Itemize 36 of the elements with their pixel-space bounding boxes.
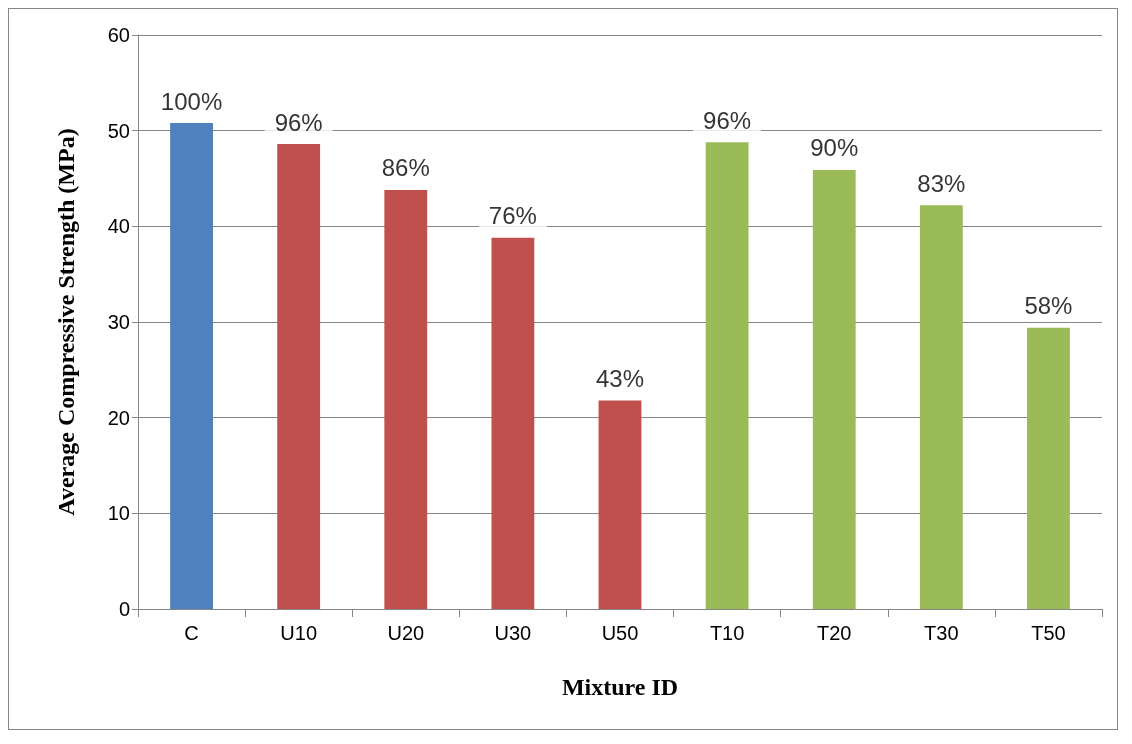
annotation: 43% [595,364,645,392]
x-tick-label: T20 [816,622,852,644]
bar [1027,327,1070,609]
bar [170,123,213,609]
bar [277,144,321,609]
y-tick-label: 40 [107,215,130,238]
x-tick-label: U10 [280,622,318,644]
y-tick-label: 0 [118,598,130,620]
bar [705,142,749,609]
y-tick-label: 20 [107,406,130,429]
x-tick-label: T50 [1031,622,1066,644]
x-axis-title: Mixture ID [561,674,679,700]
x-tick-label: U50 [601,622,639,644]
bar [812,169,856,609]
y-tick-label: 60 [107,24,130,46]
annotation: 83% [917,169,966,197]
y-axis-title: Average Compressive Strength (MPa) [53,128,79,516]
y-tick-label: 10 [107,502,130,525]
bar [384,189,428,609]
annotation: 86% [381,154,430,182]
x-tick-label: U20 [387,622,425,644]
annotation: 90% [810,134,859,162]
annotation: 58% [1024,292,1073,320]
bar [919,205,963,609]
annotation: 100% [160,87,223,115]
annotation: 96% [703,106,752,134]
y-tick-label: 50 [107,119,130,142]
x-tick-label: U30 [494,622,532,644]
annotation: 96% [274,108,323,136]
bar [598,400,642,609]
x-tick-label: C [184,622,199,644]
x-tick-label: T30 [924,622,959,644]
y-tick-label: 30 [107,311,130,333]
x-tick-label: T10 [709,622,745,644]
annotation: 76% [488,202,537,230]
bar [491,237,535,609]
